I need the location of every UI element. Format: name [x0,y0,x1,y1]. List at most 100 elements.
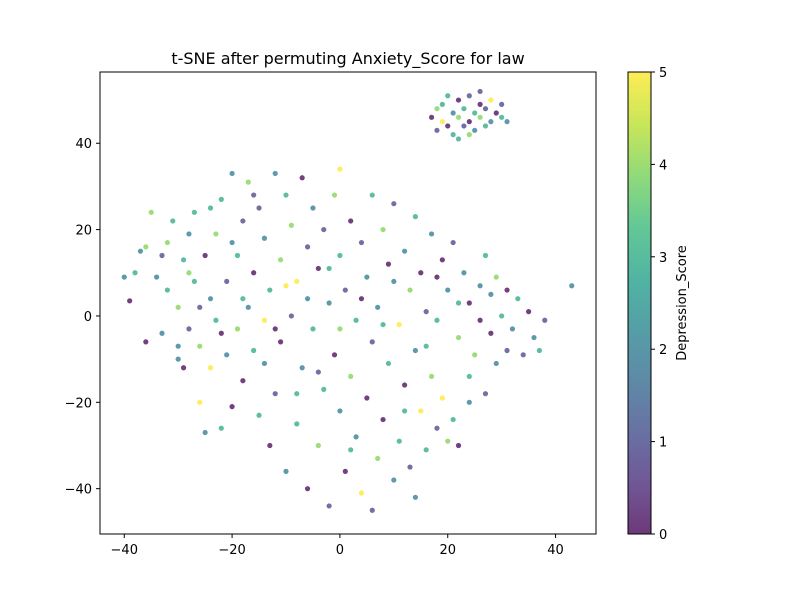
scatter-point [439,119,445,125]
scatter-point [407,287,413,293]
scatter-point [321,226,327,233]
colorbar-axis: 0 1 2 3 4 5 [651,66,667,543]
scatter-point [283,192,289,198]
scatter-point [423,343,429,349]
scatter-point [267,442,273,449]
scatter-point [348,218,354,224]
scatter-point [164,239,170,246]
scatter-point [321,386,327,392]
colorbar-tick-label: 0 [659,528,667,543]
scatter-point [455,136,462,142]
scatter-point [493,110,499,116]
plot-frame [99,71,597,535]
scatter-point [272,170,278,177]
scatter-point [191,278,197,285]
scatter-point [137,248,144,254]
y-tick-label: −20 [65,396,92,411]
scatter-point [218,196,224,202]
scatter-point [455,442,462,449]
scatter-point [364,274,370,280]
scatter-point [391,278,397,285]
scatter-point [251,192,257,198]
scatter-point [504,287,510,293]
scatter-point [272,326,278,332]
scatter-point [418,408,424,414]
scatter-point [234,252,241,259]
scatter-point [267,287,273,293]
scatter-point [493,274,499,280]
scatter-point [127,298,133,304]
scatter-point [488,330,494,336]
scatter-point [337,252,343,259]
scatter-point [261,235,268,241]
scatter-point [213,317,219,323]
colorbar-tick-label: 1 [659,436,667,451]
scatter-point [402,248,408,254]
scatter-point [466,373,472,380]
scatter-point [326,503,332,509]
scatter-point [288,313,294,319]
scatter-point [499,101,505,107]
scatter-point [331,352,338,358]
scatter-point [536,347,542,354]
scatter-point [294,391,300,397]
scatter-point [477,88,483,95]
scatter-point [278,339,284,345]
colorbar-tick-label: 4 [659,158,667,173]
scatter-point [428,373,435,380]
scatter-point [385,261,392,267]
scatter-point [412,214,418,220]
scatter-point [229,239,235,246]
scatter-point [477,317,483,323]
scatter-point [175,304,181,310]
scatter-point [445,93,451,99]
y-axis: −40 −20 0 20 40 [65,137,100,498]
scatter-point [423,447,429,453]
scatter-point [294,421,300,427]
x-axis: −40 −20 0 20 40 [111,534,564,558]
scatter-point [482,123,489,129]
scatter-point [180,365,187,371]
scatter-point [455,300,462,306]
scatter-point [342,287,348,293]
scatter-point [504,347,510,354]
scatter-point [159,252,165,259]
scatter-point [143,339,149,345]
scatter-point [569,283,575,289]
scatter-point [450,132,456,138]
scatter-point [348,373,354,380]
scatter-point [391,477,397,483]
scatter-point [364,395,370,401]
y-tick-label: −40 [65,483,92,498]
scatter-point [509,326,516,332]
scatter-point [315,265,321,272]
y-tick-label: 0 [84,310,92,325]
scatter-point [358,239,365,246]
scatter-point [472,110,478,116]
scatter-point [304,486,311,492]
scatter-point [240,218,246,224]
scatter-point [304,244,311,250]
scatter-point [337,166,343,172]
x-tick-label: 40 [547,543,564,558]
scatter-point [439,395,445,401]
scatter-point [488,291,494,297]
scatter-point [428,231,435,237]
scatter-point [224,352,230,358]
scatter-point [482,252,489,259]
scatter-point [455,334,462,341]
scatter-point [154,274,160,280]
scatter-point [186,231,192,237]
scatter-point [159,330,165,336]
scatter-point [245,179,251,185]
scatter-point [331,192,338,198]
scatter-point [256,412,262,418]
scatter-point [261,360,268,367]
scatter-point [488,119,494,125]
scatter-point [240,378,246,384]
x-tick-label: 20 [439,543,456,558]
y-tick-label: 40 [75,137,92,152]
scatter-point [369,339,375,345]
scatter-point [207,296,214,302]
scatter-point [466,132,472,138]
